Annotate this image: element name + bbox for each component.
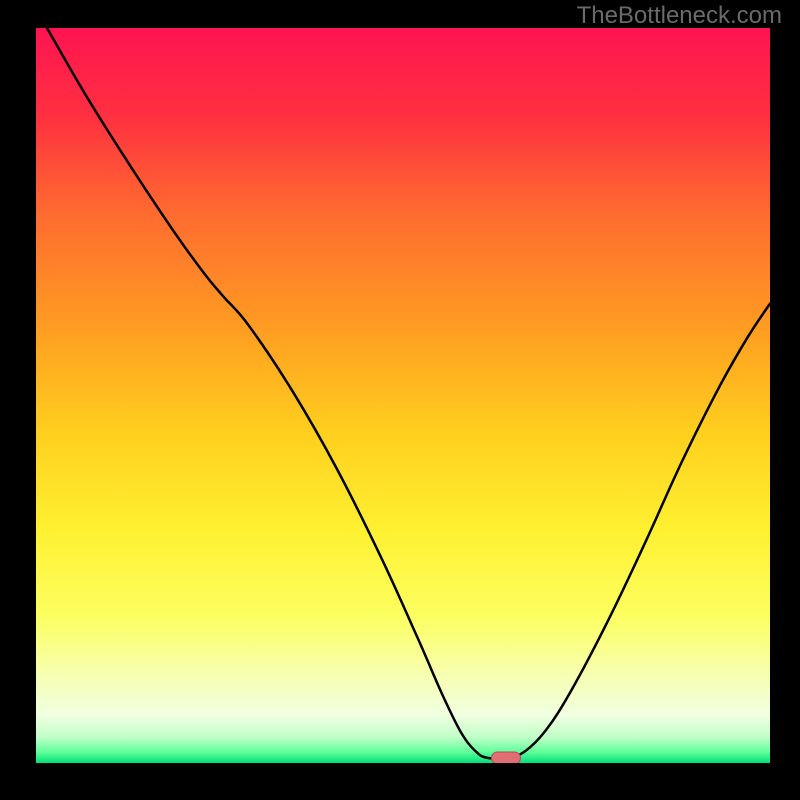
optimal-point-marker	[491, 751, 521, 763]
watermark-text: TheBottleneck.com	[577, 2, 782, 30]
curve-path	[47, 28, 770, 759]
chart-plot-area	[36, 28, 770, 763]
bottleneck-curve	[36, 28, 770, 763]
